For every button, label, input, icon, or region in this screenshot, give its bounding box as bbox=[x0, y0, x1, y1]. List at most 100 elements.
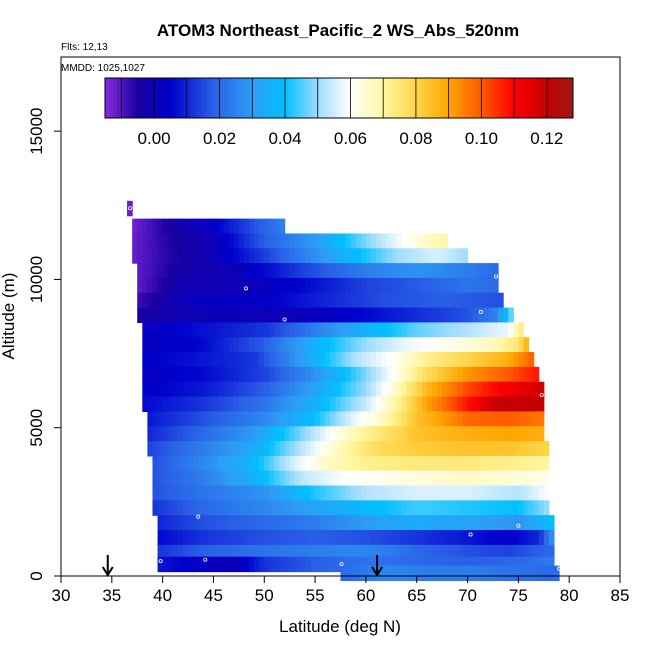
heatmap-cell bbox=[289, 263, 296, 279]
heatmap-cell bbox=[223, 441, 230, 457]
heatmap-cell bbox=[365, 248, 372, 264]
heatmap-cell bbox=[360, 352, 367, 368]
colorbar-segment bbox=[183, 78, 188, 118]
heatmap-cell bbox=[162, 307, 169, 324]
heatmap-cell bbox=[355, 292, 362, 309]
heatmap-cell bbox=[381, 277, 387, 294]
heatmap-cell bbox=[386, 441, 392, 457]
heatmap-cell bbox=[365, 352, 372, 368]
heatmap-cell bbox=[152, 485, 159, 501]
heatmap-cell bbox=[355, 485, 362, 501]
heatmap-cell bbox=[360, 277, 367, 294]
heatmap-cell bbox=[508, 322, 514, 338]
heatmap-cell bbox=[147, 396, 154, 412]
heatmap-cell bbox=[208, 337, 215, 353]
colorbar-tick-label: 0.10 bbox=[465, 129, 498, 148]
heatmap-cell bbox=[401, 292, 408, 309]
heatmap-cell bbox=[243, 248, 250, 264]
heatmap-cell bbox=[162, 515, 169, 531]
heatmap-cell bbox=[426, 556, 433, 573]
heatmap-cell bbox=[289, 500, 296, 516]
heatmap-cell bbox=[401, 322, 408, 338]
heatmap-cell bbox=[289, 233, 296, 249]
heatmap-cell bbox=[315, 455, 321, 472]
heatmap-cell bbox=[376, 292, 382, 309]
heatmap-cell bbox=[447, 366, 453, 383]
heatmap-cell bbox=[157, 500, 164, 516]
heatmap-cell bbox=[457, 277, 464, 294]
heatmap-cell bbox=[213, 233, 220, 249]
heatmap-cell bbox=[370, 352, 377, 368]
colorbar-segment bbox=[346, 78, 352, 118]
heatmap-cell bbox=[284, 352, 291, 368]
heatmap-cell bbox=[406, 515, 413, 531]
heatmap-cell bbox=[203, 396, 209, 412]
heatmap-cell bbox=[320, 544, 326, 561]
heatmap-cell bbox=[533, 396, 540, 412]
heatmap-cell bbox=[335, 485, 342, 501]
heatmap-cell bbox=[396, 381, 403, 398]
heatmap-cell bbox=[152, 426, 159, 442]
heatmap-cell bbox=[513, 441, 519, 457]
heatmap-cell bbox=[411, 292, 418, 309]
heatmap-cell bbox=[426, 455, 433, 472]
heatmap-cell bbox=[259, 263, 265, 279]
heatmap-cell bbox=[172, 233, 179, 249]
heatmap-cell bbox=[228, 530, 235, 546]
heatmap-cell bbox=[142, 263, 148, 279]
heatmap-cell bbox=[452, 455, 458, 472]
heatmap-cell bbox=[533, 515, 540, 531]
heatmap-cell bbox=[167, 426, 174, 442]
heatmap-cell bbox=[431, 381, 438, 398]
heatmap-cell bbox=[335, 455, 342, 472]
sample-point bbox=[243, 286, 248, 291]
y-axis-label: Altitude (m) bbox=[0, 273, 18, 360]
heatmap-cell bbox=[538, 455, 545, 472]
heatmap-cell bbox=[426, 411, 433, 427]
heatmap-cell bbox=[249, 233, 255, 249]
heatmap-cell bbox=[457, 544, 464, 561]
heatmap-cell bbox=[274, 426, 281, 442]
heatmap-cell bbox=[391, 366, 397, 383]
heatmap-cell bbox=[523, 426, 530, 442]
heatmap-cell bbox=[228, 500, 235, 516]
heatmap-cell bbox=[233, 277, 240, 294]
heatmap-cell bbox=[269, 396, 276, 412]
heatmap-cell bbox=[269, 277, 276, 294]
heatmap-cell bbox=[376, 485, 382, 501]
heatmap-cell bbox=[528, 485, 535, 501]
heatmap-cell bbox=[320, 470, 326, 487]
heatmap-cell bbox=[472, 544, 479, 561]
heatmap-cell bbox=[198, 352, 204, 368]
heatmap-cell bbox=[426, 426, 433, 442]
heatmap-cell bbox=[355, 248, 362, 264]
heatmap-cell bbox=[238, 322, 245, 338]
heatmap-cell bbox=[452, 263, 458, 279]
heatmap-cell bbox=[299, 544, 306, 561]
heatmap-cell bbox=[477, 292, 484, 309]
heatmap-cell bbox=[381, 455, 387, 472]
heatmap-cell bbox=[426, 485, 433, 501]
heatmap-cell bbox=[193, 263, 199, 279]
heatmap-cell bbox=[137, 263, 143, 279]
heatmap-cell bbox=[157, 530, 164, 546]
heatmap-cell bbox=[213, 470, 220, 487]
heatmap-cell bbox=[167, 411, 174, 427]
heatmap-cell bbox=[523, 515, 530, 531]
heatmap-cell bbox=[401, 485, 408, 501]
heatmap-cell bbox=[330, 556, 337, 573]
heatmap-cell bbox=[238, 263, 245, 279]
heatmap-cell bbox=[416, 565, 423, 582]
heatmap-cell bbox=[315, 441, 321, 457]
heatmap-cell bbox=[508, 470, 514, 487]
heatmap-cell bbox=[310, 500, 316, 516]
heatmap-cell bbox=[350, 277, 357, 294]
heatmap-cell bbox=[157, 233, 164, 249]
colorbar-segment bbox=[459, 78, 465, 118]
heatmap-cell bbox=[503, 530, 509, 546]
heatmap-cell bbox=[533, 470, 540, 487]
heatmap-cell bbox=[310, 292, 316, 309]
heatmap-cell bbox=[330, 248, 337, 264]
heatmap-cell bbox=[193, 441, 199, 457]
